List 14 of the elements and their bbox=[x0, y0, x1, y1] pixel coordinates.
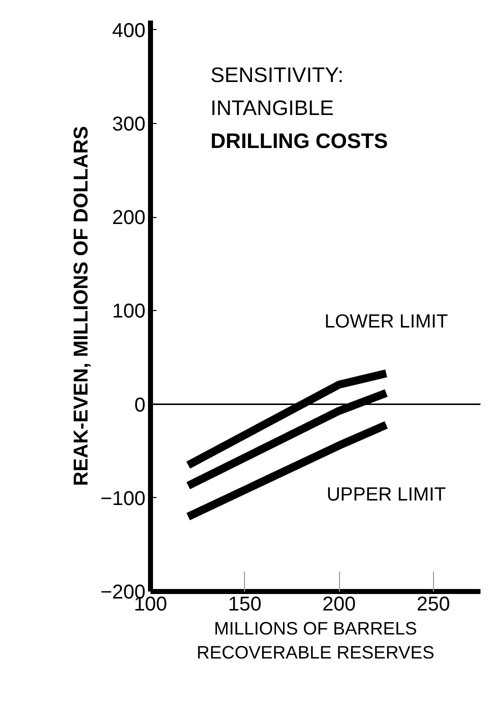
x-axis-title: MILLIONS OF BARRELS RECOVERABLE RESERVES bbox=[196, 618, 434, 662]
text: LOWER LIMIT bbox=[324, 311, 448, 332]
y-tick-label: 200 bbox=[112, 207, 146, 230]
series-label: UPPER LIMIT bbox=[326, 484, 446, 506]
y-tick-label: −100 bbox=[100, 488, 146, 510]
text: SENSITIVITY: INTANGIBLE DRILLING COSTS bbox=[210, 64, 388, 153]
y-axis-title: REAK-EVEN, MILLIONS OF DOLLARS bbox=[70, 126, 92, 486]
x-tick-label: 200 bbox=[322, 594, 356, 616]
x-tick-label: 150 bbox=[228, 594, 262, 616]
y-tick-label: 300 bbox=[112, 113, 146, 136]
y-tick-label: 400 bbox=[112, 20, 146, 42]
y-tick-label: 100 bbox=[112, 300, 146, 323]
y-tick-label: 0 bbox=[134, 394, 146, 416]
x-tick-label: 250 bbox=[416, 594, 450, 616]
